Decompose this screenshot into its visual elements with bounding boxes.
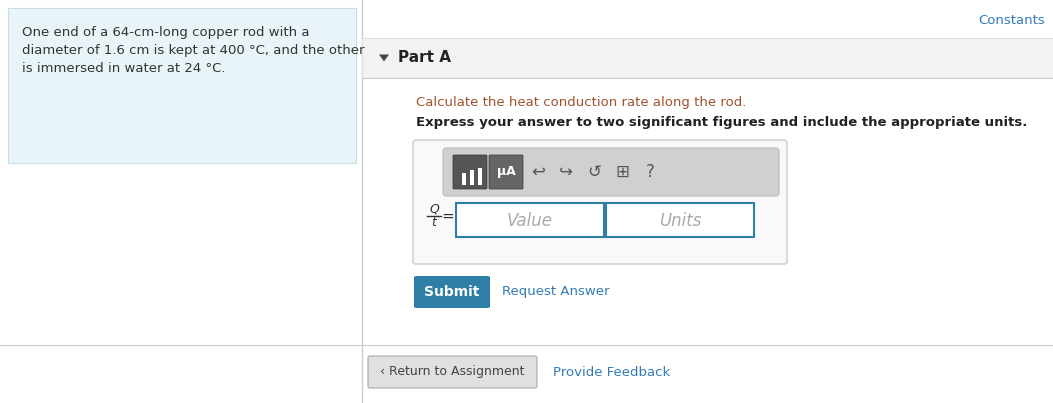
Text: is immersed in water at 24 °C.: is immersed in water at 24 °C. — [22, 62, 225, 75]
Text: Constants: Constants — [978, 14, 1045, 27]
Text: Submit: Submit — [424, 285, 480, 299]
Text: Provide Feedback: Provide Feedback — [553, 366, 671, 378]
Text: ↩: ↩ — [531, 163, 545, 181]
Bar — [478, 168, 481, 185]
FancyBboxPatch shape — [489, 155, 523, 189]
Text: One end of a 64-cm-long copper rod with a: One end of a 64-cm-long copper rod with … — [22, 26, 310, 39]
Bar — [461, 172, 465, 185]
Text: Q: Q — [429, 202, 439, 216]
Text: μA: μA — [497, 166, 515, 179]
FancyBboxPatch shape — [367, 356, 537, 388]
Text: ↺: ↺ — [588, 163, 601, 181]
Bar — [456, 203, 604, 237]
Text: Express your answer to two significant figures and include the appropriate units: Express your answer to two significant f… — [416, 116, 1028, 129]
FancyBboxPatch shape — [443, 148, 779, 196]
FancyBboxPatch shape — [413, 140, 787, 264]
FancyBboxPatch shape — [414, 276, 490, 308]
Text: =: = — [441, 208, 455, 224]
FancyBboxPatch shape — [453, 155, 486, 189]
Text: ↪: ↪ — [559, 163, 573, 181]
Text: Units: Units — [659, 212, 701, 230]
Bar — [362, 38, 1053, 78]
Polygon shape — [379, 54, 389, 62]
Text: ‹ Return to Assignment: ‹ Return to Assignment — [380, 366, 524, 378]
Text: ⊞: ⊞ — [615, 163, 629, 181]
Text: Part A: Part A — [398, 50, 451, 66]
Bar — [8, 8, 356, 163]
Text: t: t — [432, 216, 436, 229]
Bar — [470, 170, 474, 185]
Text: Request Answer: Request Answer — [502, 285, 610, 299]
Bar — [605, 203, 754, 237]
Text: Calculate the heat conduction rate along the rod.: Calculate the heat conduction rate along… — [416, 96, 747, 109]
Text: diameter of 1.6 cm is kept at 400 °C, and the other: diameter of 1.6 cm is kept at 400 °C, an… — [22, 44, 364, 57]
Text: Value: Value — [506, 212, 553, 230]
Text: ?: ? — [645, 163, 654, 181]
